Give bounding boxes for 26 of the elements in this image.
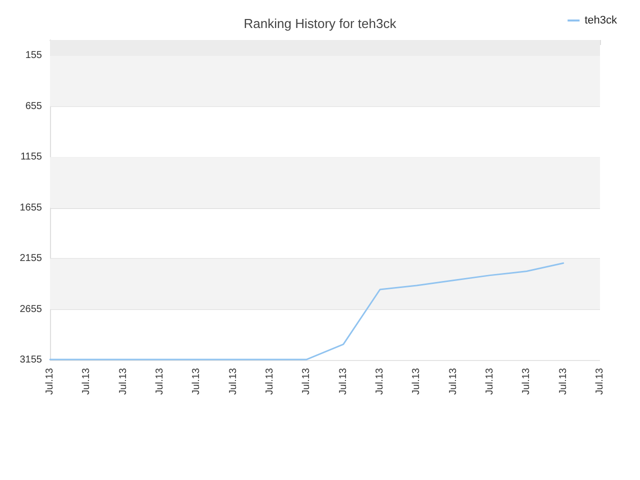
x-tick-label: Jul.13: [484, 368, 496, 395]
x-tick-label: Jul.13: [521, 368, 532, 395]
y-tick-label: 2655: [20, 304, 42, 315]
x-tick-label: Jul.13: [411, 368, 422, 395]
y-tick-label: 2155: [20, 253, 42, 264]
x-tick-label: Jul.13: [301, 368, 312, 395]
x-tick-label: Jul.13: [448, 368, 459, 395]
x-tick-label: Jul.13: [264, 368, 276, 395]
x-tick-label: Jul.13: [44, 368, 56, 395]
line-series: [49, 262, 564, 360]
x-tick-label: Jul.13: [191, 368, 202, 395]
y-tick-label: 155: [25, 50, 42, 62]
x-tick-label: Jul.13: [228, 368, 239, 395]
x-tick-label: Jul.13: [558, 368, 569, 395]
x-tick-label: Jul.13: [154, 368, 166, 395]
legend-label: teh3ck: [584, 14, 618, 26]
y-tick-label: 1655: [20, 202, 42, 214]
x-tick-label: Jul.13: [374, 368, 386, 395]
x-tick-label: Jul.13: [338, 368, 349, 395]
x-tick-label: Jul.13: [81, 368, 92, 395]
y-tick-label: 655: [25, 100, 42, 112]
y-tick-label: 3155: [20, 354, 42, 366]
y-tick-label: 1155: [20, 152, 42, 163]
x-tick-label: Jul.13: [594, 368, 606, 395]
x-tick-label: Jul.13: [118, 368, 129, 395]
chart-title: Ranking History for teh3ck: [244, 16, 397, 31]
